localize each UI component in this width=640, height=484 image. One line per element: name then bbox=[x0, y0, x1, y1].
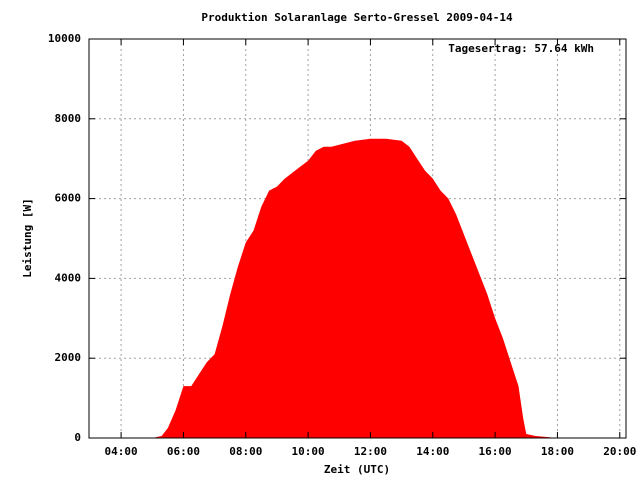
y-tick-label: 2000 bbox=[55, 351, 82, 364]
plot-frame bbox=[88, 38, 627, 439]
x-tick-label: 20:00 bbox=[603, 445, 636, 458]
y-tick-label: 4000 bbox=[55, 271, 82, 284]
x-tick-label: 18:00 bbox=[541, 445, 574, 458]
y-tick-label: 0 bbox=[74, 431, 81, 444]
chart-title: Produktion Solaranlage Serto-Gressel 200… bbox=[201, 11, 513, 24]
annotation: Tagesertrag: 57.64 kWh bbox=[448, 42, 594, 55]
x-tick-label: 16:00 bbox=[479, 445, 512, 458]
y-tick-label: 10000 bbox=[48, 32, 81, 45]
x-tick-label: 10:00 bbox=[292, 445, 325, 458]
x-tick-label: 12:00 bbox=[354, 445, 387, 458]
x-tick-label: 14:00 bbox=[416, 445, 449, 458]
x-axis-label: Zeit (UTC) bbox=[324, 463, 390, 476]
y-axis-label: Leistung [W] bbox=[21, 198, 34, 277]
x-tick-label: 08:00 bbox=[229, 445, 262, 458]
y-tick-label: 6000 bbox=[55, 192, 82, 205]
x-tick-label: 06:00 bbox=[167, 445, 200, 458]
area bbox=[152, 138, 555, 438]
x-tick-label: 04:00 bbox=[105, 445, 138, 458]
y-tick-label: 8000 bbox=[55, 112, 82, 125]
